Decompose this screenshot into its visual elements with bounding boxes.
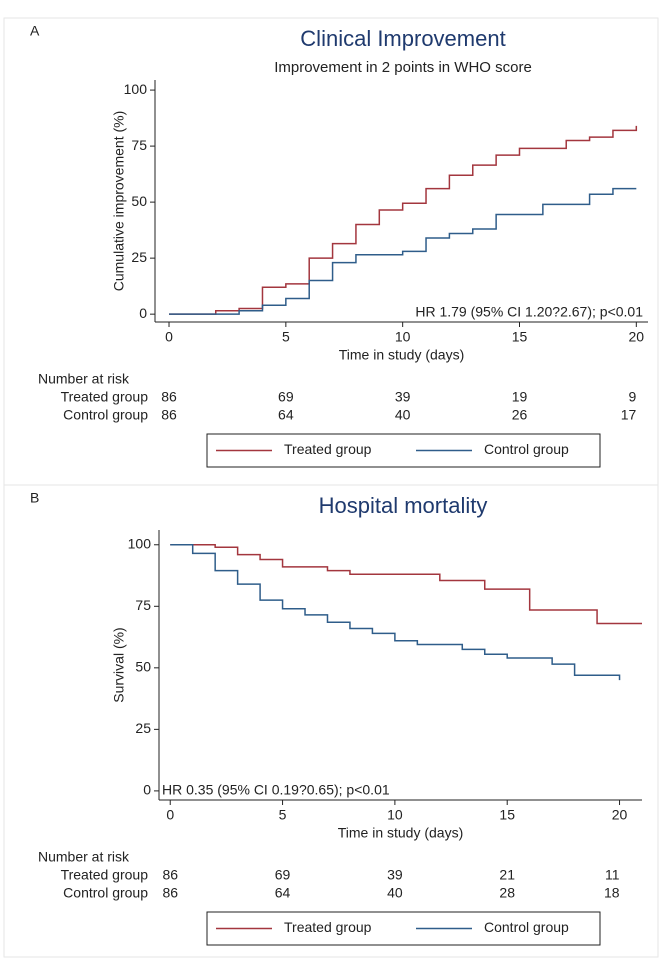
legend-label: Control group [484,441,569,457]
risk-count: 69 [278,389,294,405]
x-tick-label: 10 [395,329,411,345]
survival-curve [170,544,642,625]
y-tick-label: 75 [135,597,151,613]
legend-label: Treated group [284,919,372,935]
survival-curve [170,544,621,681]
y-tick-label: 50 [131,193,147,209]
risk-count: 21 [499,867,515,883]
risk-count: 86 [162,885,178,901]
chart-subtitle: Improvement in 2 points in WHO score [274,59,532,76]
y-axis-label: Cumulative improvement (%) [111,111,127,292]
panel-background [3,484,659,958]
x-tick-label: 5 [279,807,287,823]
risk-count: 28 [499,885,515,901]
annotation: HR 0.35 (95% CI 0.19?0.65); p<0.01 [162,782,390,798]
risk-count: 39 [395,389,411,405]
y-tick-label: 25 [135,720,151,736]
y-axis-label: Survival (%) [111,627,127,702]
survival-curve [169,125,638,315]
risk-table-title: Number at risk [38,371,130,387]
risk-count: 39 [387,867,403,883]
y-tick-label: 75 [131,137,147,153]
risk-count: 69 [275,867,291,883]
risk-count: 26 [512,407,528,423]
risk-table-title: Number at risk [38,849,130,865]
x-tick-label: 5 [282,329,290,345]
legend-label: Control group [484,919,569,935]
panel-label: A [30,23,40,39]
risk-count: 11 [605,867,620,883]
legend-box [206,433,601,468]
x-tick-label: 10 [387,807,403,823]
risk-count: 40 [387,885,403,901]
risk-row-name: Control group [63,885,148,901]
risk-row-name: Control group [63,407,148,423]
x-tick-label: 15 [499,807,515,823]
legend-label: Treated group [284,441,372,457]
y-tick-label: 0 [139,305,147,321]
panel-label: B [30,490,39,506]
risk-count: 64 [275,885,291,901]
x-tick-label: 15 [512,329,528,345]
annotation: HR 1.79 (95% CI 1.20?2.67); p<0.01 [415,304,643,320]
survival-curve [169,187,637,315]
panel-background [3,17,659,491]
x-tick-label: 0 [166,807,174,823]
risk-count: 64 [278,407,294,423]
risk-count: 40 [395,407,411,423]
y-tick-label: 25 [131,249,147,265]
risk-count: 18 [604,885,620,901]
legend-box [206,911,601,946]
risk-count: 9 [629,389,637,405]
y-tick-label: 50 [135,659,151,675]
x-tick-label: 20 [629,329,645,345]
y-tick-label: 100 [128,535,152,551]
y-tick-label: 0 [143,782,151,798]
x-tick-label: 0 [165,329,173,345]
x-axis-label: Time in study (days) [339,347,465,363]
risk-row-name: Treated group [61,867,149,883]
chart-title: Clinical Improvement [300,26,505,51]
risk-count: 86 [161,407,177,423]
risk-count: 86 [162,867,178,883]
risk-count: 17 [621,407,637,423]
risk-count: 19 [512,389,528,405]
risk-row-name: Treated group [61,389,149,405]
x-tick-label: 20 [612,807,628,823]
y-tick-label: 100 [124,81,148,97]
chart-title: Hospital mortality [319,493,488,518]
risk-count: 86 [161,389,177,405]
x-axis-label: Time in study (days) [338,825,464,841]
